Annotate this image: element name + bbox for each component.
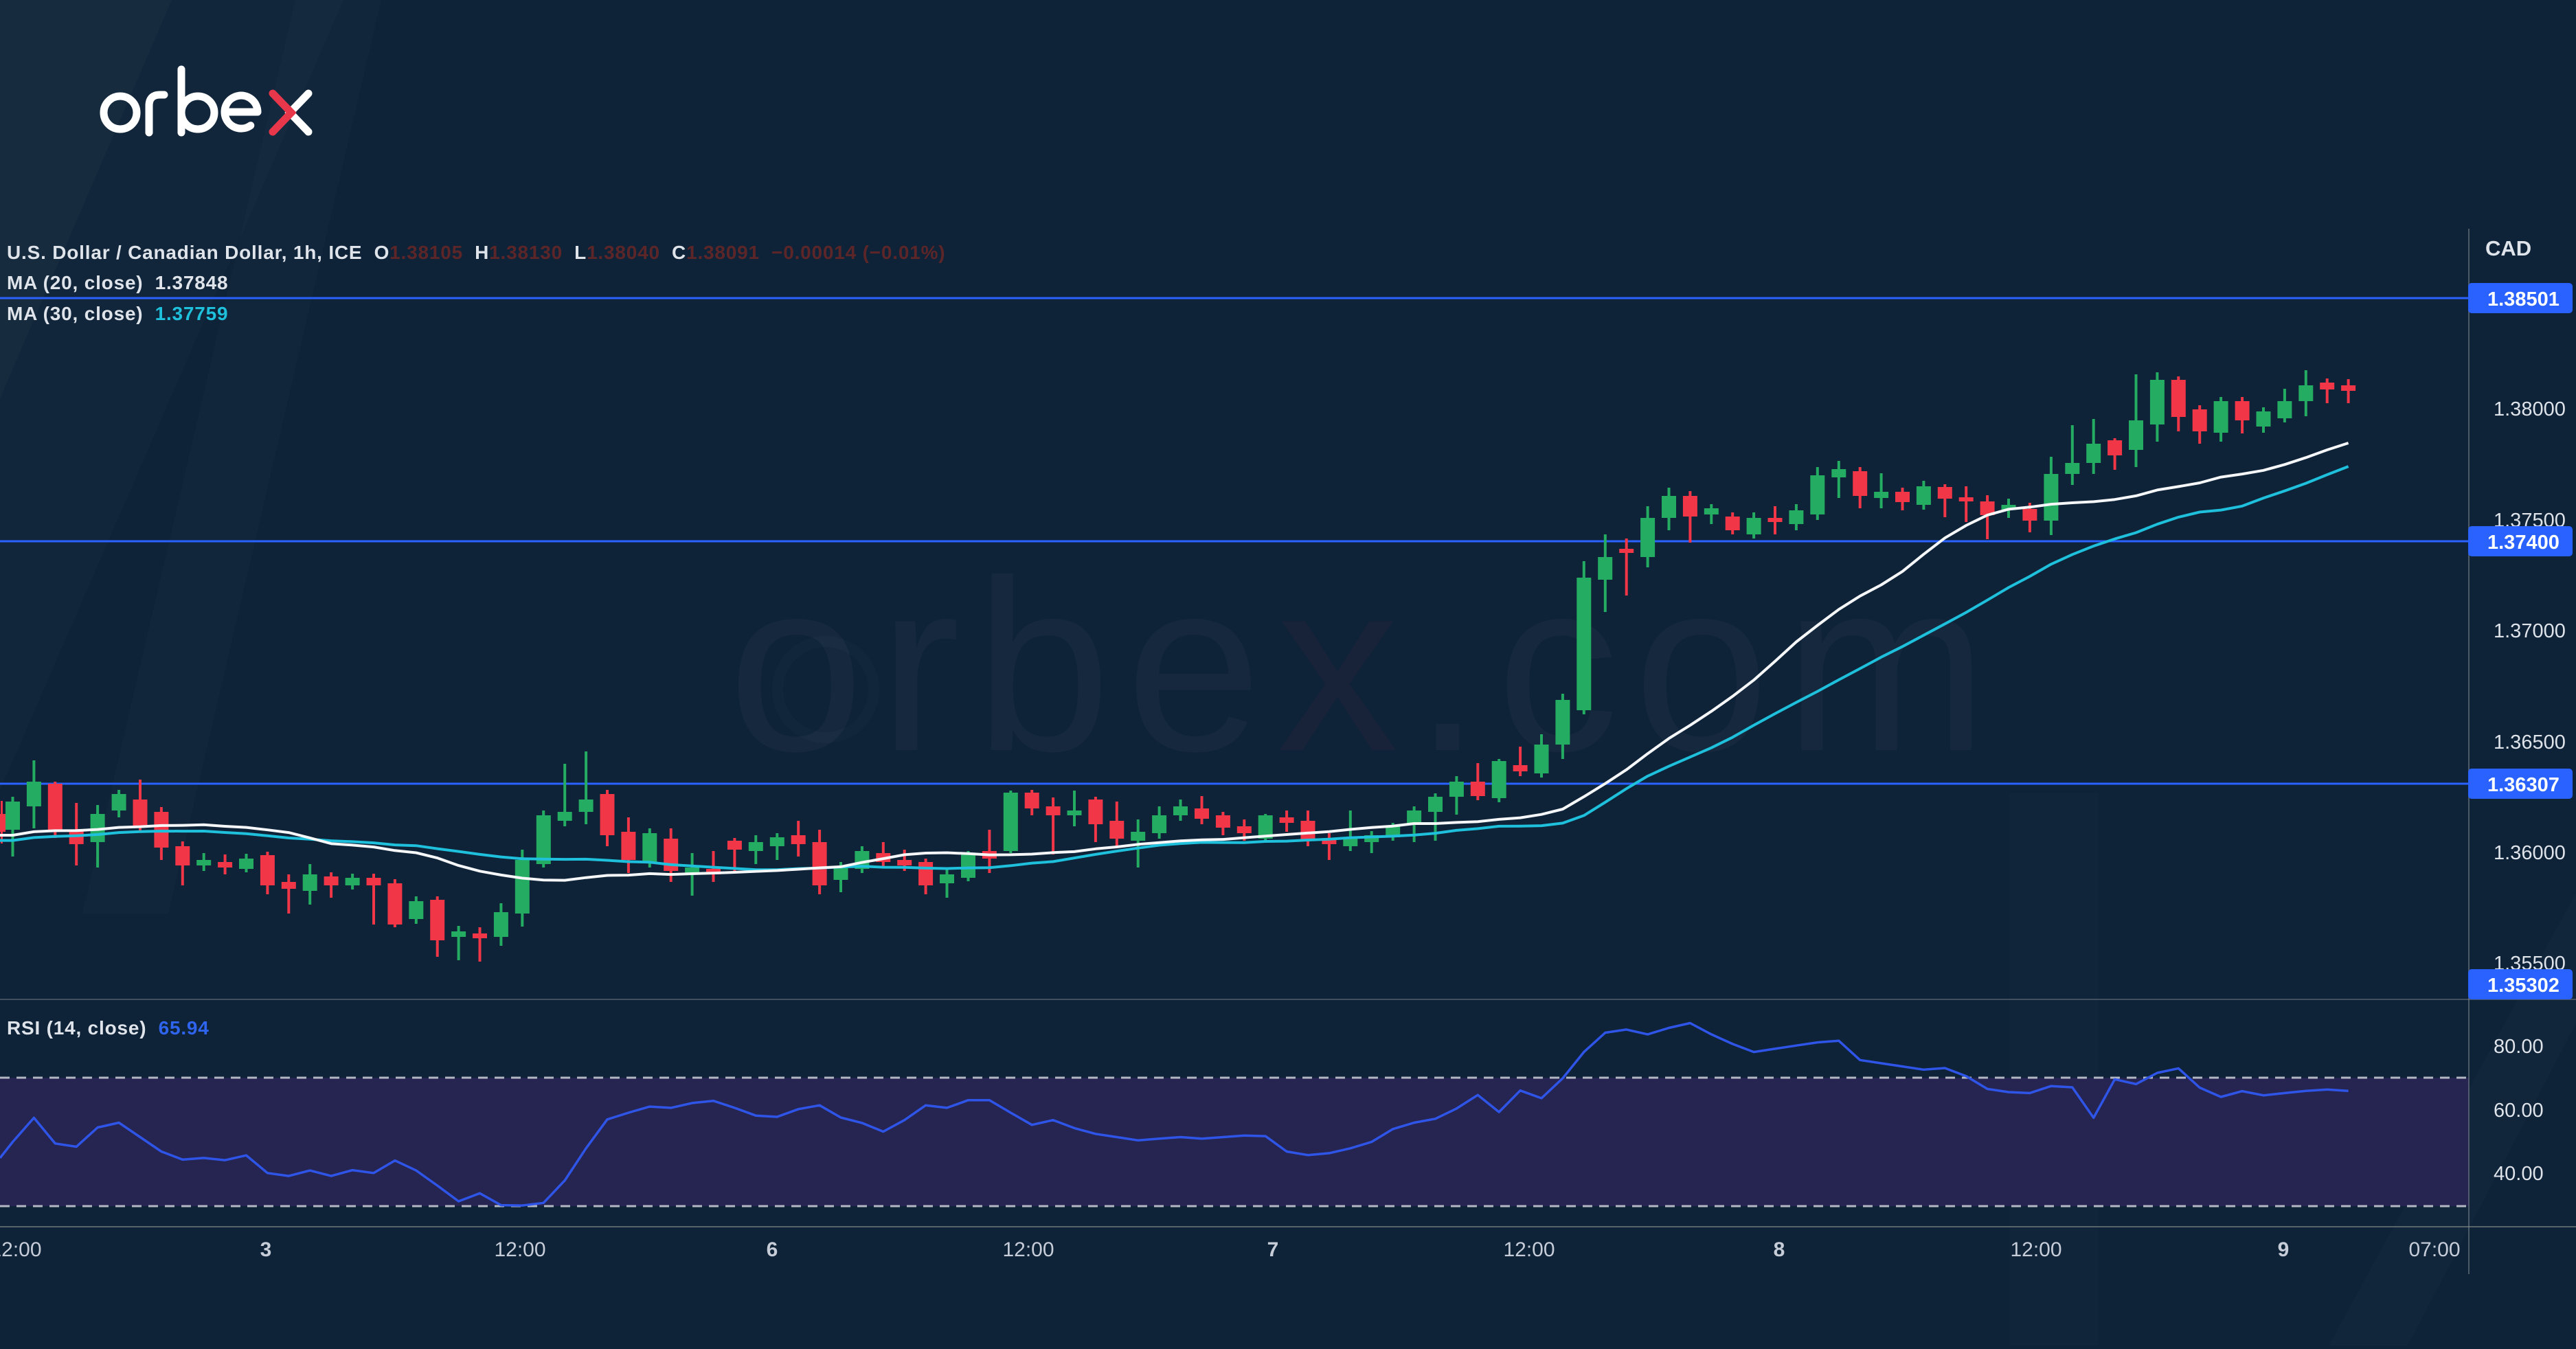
svg-text:1.38000: 1.38000 <box>2494 398 2566 420</box>
svg-text:U.S. Dollar / Canadian Dollar,: U.S. Dollar / Canadian Dollar, 1h, ICE O… <box>7 242 945 263</box>
svg-text:1.36500: 1.36500 <box>2494 732 2566 753</box>
svg-text:12:00: 12:00 <box>1503 1238 1555 1261</box>
svg-text:8: 8 <box>1774 1238 1785 1261</box>
svg-text:1.35302: 1.35302 <box>2487 975 2560 997</box>
svg-text:1.36000: 1.36000 <box>2494 842 2566 864</box>
svg-text:60.00: 60.00 <box>2494 1100 2544 1122</box>
svg-text:07:00: 07:00 <box>2408 1238 2460 1261</box>
svg-text:6: 6 <box>767 1238 778 1261</box>
svg-text:1.36307: 1.36307 <box>2487 774 2560 796</box>
svg-text:3: 3 <box>260 1238 272 1261</box>
svg-text:9: 9 <box>2278 1238 2290 1261</box>
svg-text:1.37000: 1.37000 <box>2494 620 2566 642</box>
svg-text:12:00: 12:00 <box>0 1238 42 1261</box>
svg-text:MA (30, close) 1.37759: MA (30, close) 1.37759 <box>7 303 228 324</box>
svg-text:1.38501: 1.38501 <box>2487 288 2560 310</box>
svg-text:12:00: 12:00 <box>1002 1238 1054 1261</box>
svg-text:RSI (14, close) 65.94: RSI (14, close) 65.94 <box>7 1017 210 1039</box>
svg-text:1.37400: 1.37400 <box>2487 532 2560 554</box>
svg-text:7: 7 <box>1267 1238 1279 1261</box>
svg-text:MA (20, close) 1.37848: MA (20, close) 1.37848 <box>7 272 228 293</box>
svg-text:80.00: 80.00 <box>2494 1036 2544 1058</box>
svg-text:12:00: 12:00 <box>2010 1238 2061 1261</box>
svg-text:CAD: CAD <box>2485 236 2531 260</box>
svg-text:orbex.com: orbex.com <box>728 530 2002 802</box>
svg-text:12:00: 12:00 <box>494 1238 545 1261</box>
svg-text:40.00: 40.00 <box>2494 1163 2544 1185</box>
